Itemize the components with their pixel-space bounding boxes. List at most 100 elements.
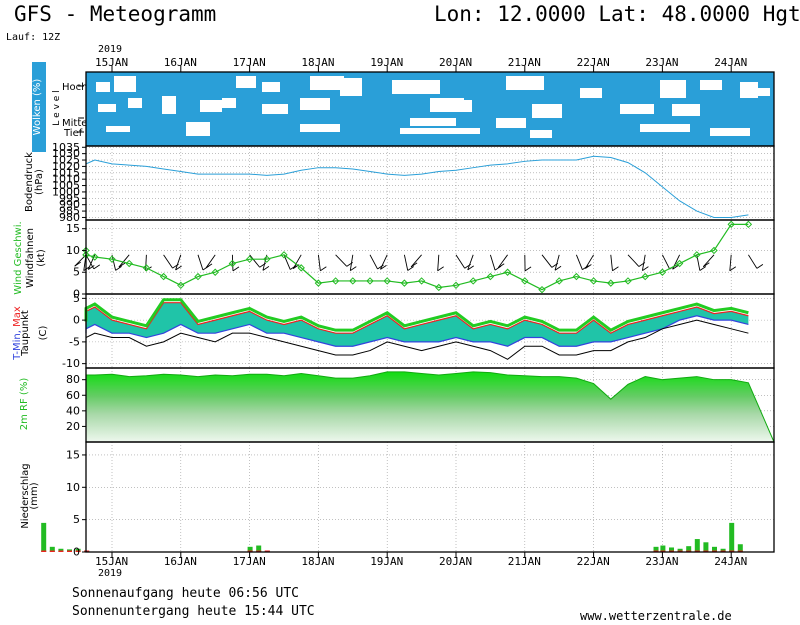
wind-barb-flag [118,262,126,268]
pressure-line [85,155,749,218]
precip-bar-base [712,550,717,552]
humidity-area [85,371,775,443]
wind-barb [292,254,302,269]
cloud-clear-patch [98,104,116,112]
precip-bar-base [660,550,666,552]
wind-speed-point [417,277,426,285]
date-label: 17JAN [232,555,266,568]
precip-bar [720,548,726,552]
precip-bar-base [703,550,709,552]
wind-barb-flag [642,266,649,271]
wind-speed-point [108,255,116,263]
wind-barb-flag [232,266,240,272]
wind-speed-point [400,279,409,287]
wind-barb-flag [699,266,707,271]
wind-speed-point [159,272,168,281]
wind-barb-flag [407,266,414,271]
precip-bar-base [686,550,692,552]
wind-barb [467,254,474,271]
wind-barb-flag [672,264,679,270]
wind-barb [575,254,583,270]
wind-speed-point [538,285,546,294]
date-label: 19JAN [370,56,404,69]
wind-speed-point [245,255,254,263]
wind-speed-point [607,279,615,287]
grid-lines [86,146,774,553]
wind-barb [489,254,496,271]
cloud-clear-patch [340,78,362,96]
cloud-clear-patch [262,82,280,92]
wind-barb [748,254,758,269]
wind-barb-flag [320,266,327,272]
wind-speed-line [85,223,749,291]
wind-barb-flag [756,264,764,269]
cloud-clear-patch [458,100,472,112]
wind-barb-flag [380,264,387,270]
precip-bar-base [67,550,72,552]
date-label: 20JAN [439,56,473,69]
cloud-clear-patch [660,80,686,98]
cloud-clear-patch [580,88,602,98]
y-tick-label: -5 [69,335,80,348]
precip-bar-base [41,550,47,552]
cloud-clear-patch [400,128,480,134]
wind-speed-point [82,251,90,259]
y-tick-label: 0 [73,546,80,559]
panel-frame-pressure [85,145,775,221]
wind-barb-flag [88,265,95,270]
wind-barb-flag [74,261,81,267]
wind-barb [610,254,613,271]
wind-speed-point [331,277,340,285]
cloud-clear-patch [756,88,770,96]
y-tick-label: 1025 [52,154,80,167]
wind-speed-point [486,272,495,281]
y-tick-label: 0 [73,288,80,301]
precip-bar-base [694,550,700,552]
page-title: GFS - Meteogramm [14,2,217,26]
y-tick-label: -10 [62,357,80,370]
precip-bar-base [653,550,659,552]
wind-barb [175,254,182,271]
wind-speed-point [710,246,718,255]
cloud-clear-patch [106,126,130,132]
cloud-clear-patch [96,82,110,92]
wind-barb-flag [410,262,418,268]
y-tick-label: 995 [59,192,80,205]
precip-bar [677,548,683,552]
precip-bar [737,544,743,552]
wind-barb [437,254,440,271]
wind-speed-point [452,281,460,290]
dewpoint-line [85,319,749,360]
wind-barb [118,254,130,268]
cloud-clear-patch [672,104,700,116]
cloud-clear-patch [186,122,210,136]
wind-barb [403,254,409,271]
wind-speed-point [624,277,632,285]
cloud-clear-patch [532,104,562,118]
date-label: 22JAN [576,56,610,69]
site-link[interactable]: www.wetterzentrale.de [580,609,732,623]
wind-speed-point [280,251,288,259]
precip-bar-base [58,550,64,552]
y-tick-label: 1005 [52,179,80,192]
cloud-clear-patch [262,104,288,114]
wind-barb-flag [612,266,619,272]
cloud-clear-patch [640,124,690,132]
precip-bar [660,545,666,552]
wind-barb-flag [350,266,357,272]
wind-barb-flag [497,263,505,269]
wind-speed-point [91,253,99,261]
date-label: 24JAN [714,56,748,69]
wind-barb [369,254,378,270]
wind-barb-flag [93,264,101,270]
precip-bar-base [677,550,683,552]
year-bottom: 2019 [98,568,123,579]
date-label: 23JAN [645,555,679,568]
cloud-clear-patch [200,100,222,112]
precip-bars [41,522,743,552]
wind-speed-point [744,220,753,229]
wind-barb [349,254,354,271]
precip-bar-base [49,550,55,552]
date-label: 17JAN [232,56,266,69]
